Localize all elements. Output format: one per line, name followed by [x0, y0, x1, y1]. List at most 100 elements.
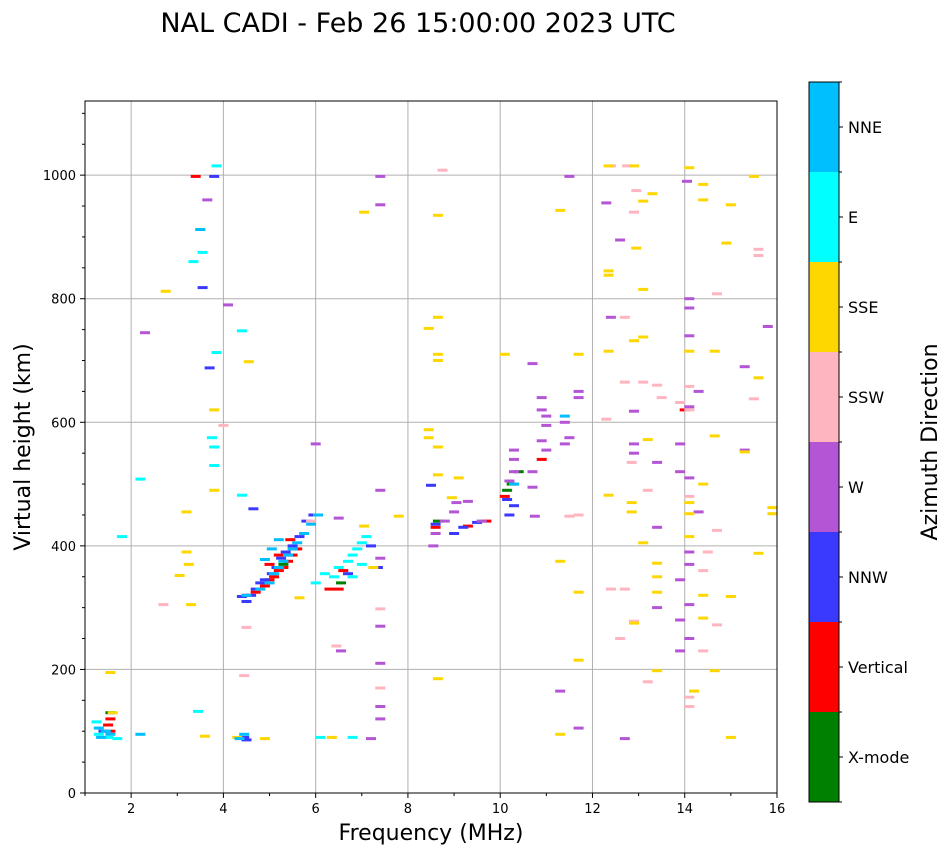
data-point: [536, 396, 547, 400]
data-point: [195, 228, 206, 231]
data-point: [702, 550, 713, 554]
x-axis: 2 4 6 8 10 12 14 16: [84, 793, 785, 817]
data-point: [499, 352, 510, 356]
data-point: [264, 562, 275, 566]
data-point: [684, 550, 695, 554]
data-point: [333, 587, 344, 591]
data-point: [333, 566, 344, 569]
data-point: [336, 581, 346, 585]
data-point: [91, 720, 102, 724]
data-point: [541, 423, 552, 427]
data-point: [209, 464, 220, 467]
data-point: [432, 473, 443, 477]
data-point: [712, 623, 722, 627]
data-point: [294, 535, 305, 539]
data-point: [206, 436, 217, 440]
colorbar-segment: [809, 442, 839, 532]
data-point: [451, 501, 462, 505]
data-point: [190, 174, 201, 178]
data-point: [236, 493, 247, 497]
data-point: [135, 477, 146, 481]
data-point: [605, 587, 616, 591]
data-point: [603, 349, 614, 353]
data-point: [509, 448, 519, 452]
data-point: [269, 572, 280, 576]
data-point: [264, 581, 275, 585]
x-axis-label: Frequency (MHz): [339, 821, 524, 846]
data-point: [324, 587, 335, 591]
data-point: [725, 595, 736, 598]
data-point: [315, 735, 326, 739]
data-point: [116, 535, 127, 539]
data-point: [502, 488, 513, 492]
data-point: [739, 450, 750, 454]
data-point: [223, 303, 233, 307]
colorbar-tick-label: SSE: [848, 298, 878, 317]
data-point: [675, 649, 686, 653]
data-point: [368, 566, 379, 569]
colorbar: X-mode Vertical NNW W SSW SSE E NNE: [808, 81, 909, 803]
data-point: [675, 442, 686, 446]
series-nne: [93, 228, 570, 741]
data-point: [202, 198, 213, 202]
y-tick-label: 800: [51, 293, 76, 308]
data-point: [629, 164, 639, 168]
data-point: [652, 575, 663, 579]
data-point: [375, 705, 386, 708]
data-point: [276, 556, 287, 560]
data-point: [285, 538, 296, 542]
data-point: [336, 649, 346, 653]
data-point: [255, 587, 266, 591]
data-point: [453, 476, 464, 480]
data-point: [432, 352, 443, 356]
data-point: [626, 460, 637, 464]
data-point: [432, 677, 443, 681]
data-point: [366, 544, 376, 548]
data-point: [529, 514, 540, 518]
data-point: [684, 297, 695, 301]
data-point: [347, 575, 358, 579]
data-point: [693, 389, 704, 393]
data-point: [181, 510, 192, 514]
data-point: [93, 726, 104, 730]
data-point: [299, 532, 310, 535]
data-point: [541, 414, 552, 418]
data-point: [218, 423, 229, 427]
data-point: [767, 506, 778, 510]
data-point: [359, 524, 370, 528]
y-tick-label: 600: [51, 416, 76, 431]
data-point: [103, 723, 114, 727]
data-point: [684, 408, 695, 412]
data-point: [105, 717, 116, 721]
colorbar-segment: [809, 352, 839, 442]
data-point: [430, 522, 441, 526]
data-point: [112, 737, 123, 741]
data-point: [347, 735, 358, 739]
data-point: [509, 457, 519, 461]
data-point: [375, 488, 386, 492]
data-point: [375, 686, 386, 690]
data-point: [428, 544, 439, 548]
data-point: [684, 501, 695, 505]
data-point: [638, 380, 649, 384]
plot-area: [84, 100, 778, 794]
data-point: [239, 732, 250, 736]
x-tick-label: 10: [492, 802, 509, 817]
data-point: [269, 575, 280, 579]
data-point: [197, 286, 208, 290]
data-point: [684, 705, 695, 708]
data-point: [629, 619, 639, 623]
data-point: [693, 510, 704, 514]
data-point: [96, 735, 107, 739]
data-point: [343, 559, 353, 563]
data-point: [601, 201, 612, 205]
data-point: [458, 525, 469, 529]
data-point: [555, 559, 566, 563]
data-point: [739, 365, 750, 369]
data-point: [555, 732, 566, 736]
data-point: [615, 238, 626, 242]
data-point: [259, 578, 270, 582]
data-point: [652, 383, 663, 387]
grid-lines: [85, 101, 778, 794]
series-e: [91, 164, 372, 741]
